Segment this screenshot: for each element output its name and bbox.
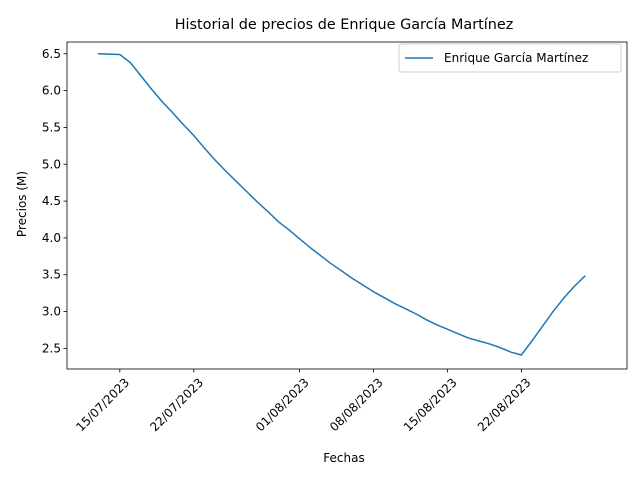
legend: Enrique García Martínez <box>398 43 622 73</box>
chart-title: Historial de precios de Enrique García M… <box>175 17 514 33</box>
y-tick-label: 4.5 <box>42 194 61 208</box>
plot-area <box>97 53 586 356</box>
axes-frame <box>66 41 628 370</box>
legend-entry-label: Enrique García Martínez <box>444 51 588 65</box>
legend-box <box>398 43 622 73</box>
y-tick-label: 6.0 <box>42 84 61 98</box>
y-tick-label: 4.0 <box>42 231 61 245</box>
x-axis-label: Fechas <box>323 451 364 465</box>
y-tick-label: 5.0 <box>42 157 61 171</box>
y-tick-label: 3.5 <box>42 268 61 282</box>
y-tick-label: 5.5 <box>42 120 61 134</box>
y-tick-label: 3.0 <box>42 305 61 319</box>
y-axis-label: Precios (M) <box>15 171 29 237</box>
series-line-0 <box>97 53 586 356</box>
y-tick-label: 2.5 <box>42 341 61 355</box>
y-tick-label: 6.5 <box>42 47 61 61</box>
